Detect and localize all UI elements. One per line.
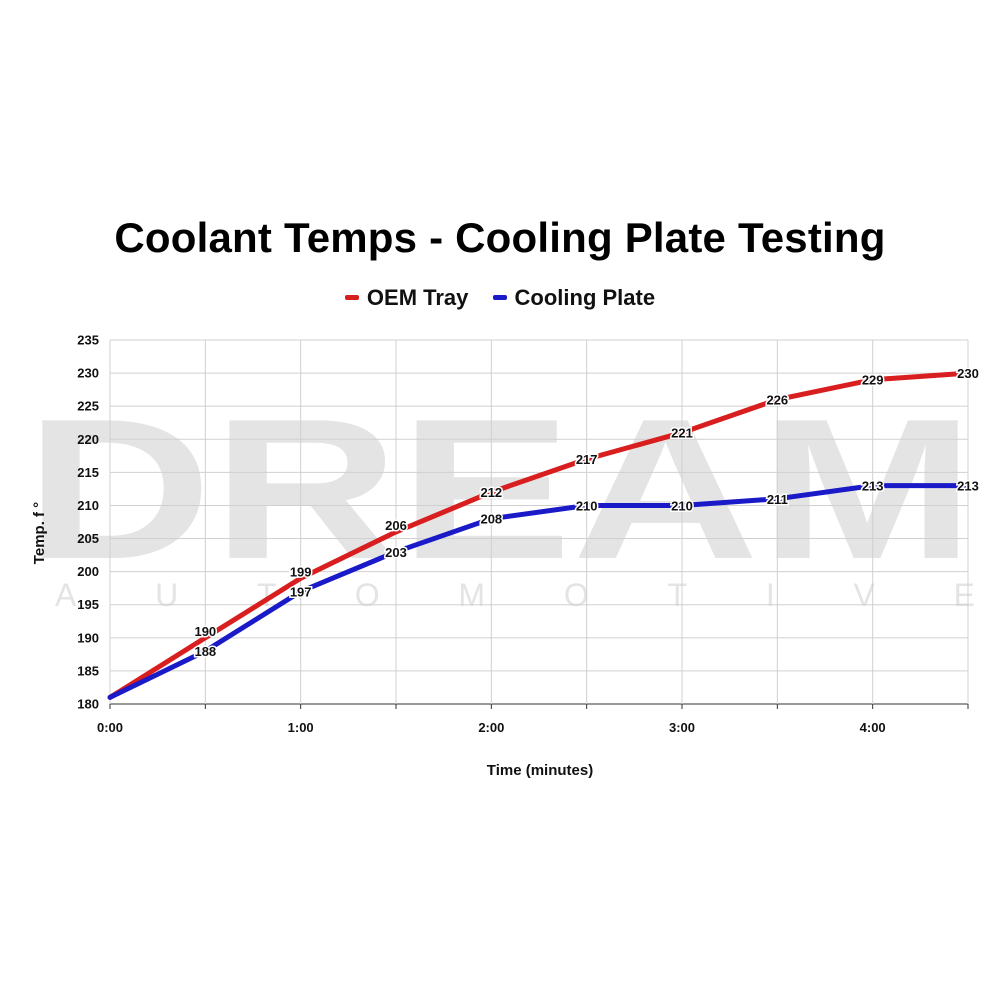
y-tick-label: 190: [77, 630, 99, 645]
data-label: 226: [766, 393, 788, 408]
y-tick-label: 200: [77, 564, 99, 579]
data-label: 210: [576, 498, 598, 513]
y-tick-label: 185: [77, 663, 99, 678]
data-label: 221: [671, 426, 693, 441]
legend-entry-oem-tray: OEM Tray: [344, 285, 469, 311]
data-label: 190: [194, 624, 216, 639]
y-tick-label: 210: [77, 498, 99, 513]
y-tick-label: 225: [77, 399, 99, 414]
data-label: 212: [480, 485, 502, 500]
grid: [109, 339, 969, 705]
data-label: 210: [671, 498, 693, 513]
series-lines: [107, 370, 971, 700]
legend-label-cooling-plate: Cooling Plate: [514, 285, 656, 310]
chart-title: Coolant Temps - Cooling Plate Testing: [114, 214, 886, 261]
y-tick-label: 180: [77, 697, 99, 712]
legend-swatch-cooling-plate: [492, 294, 507, 300]
data-label: 197: [290, 584, 312, 599]
data-label: 217: [576, 452, 598, 467]
y-axis-title: Temp. f °: [31, 502, 48, 564]
x-axis-title: Time (minutes): [487, 762, 593, 779]
data-label: 206: [385, 518, 407, 533]
legend-swatch-oem-tray: [344, 294, 359, 300]
data-label: 199: [290, 564, 312, 579]
legend-entry-cooling-plate: Cooling Plate: [492, 285, 656, 311]
y-tick-label: 220: [77, 432, 99, 447]
data-label: 230: [957, 366, 979, 381]
series-line-cooling-plate: [107, 483, 971, 700]
x-tick-label: 1:00: [288, 720, 314, 735]
y-tick-label: 230: [77, 366, 99, 381]
x-tick-label: 4:00: [860, 720, 886, 735]
data-label: 211: [767, 492, 788, 507]
data-label: 203: [385, 545, 407, 560]
legend-label-oem-tray: OEM Tray: [366, 285, 469, 310]
x-tick-label: 3:00: [669, 720, 695, 735]
y-tick-label: 205: [77, 531, 99, 546]
data-label: 229: [862, 373, 884, 388]
y-tick-label: 195: [77, 597, 99, 612]
data-label: 208: [480, 512, 502, 527]
legend: OEM Tray Cooling Plate: [0, 285, 1000, 311]
data-label: 213: [957, 479, 979, 494]
x-tick-label: 2:00: [478, 720, 504, 735]
y-tick-label: 215: [77, 465, 99, 480]
data-labels: 190 199 206 212 217 221 226 229 230 188 197 203 208 2…: [193, 365, 980, 661]
axes: 180 185 190 195 200 205 210 215 220 225 230 235 0:00…: [77, 333, 969, 735]
y-tick-label: 235: [77, 333, 99, 348]
x-tick-label: 0:00: [97, 720, 123, 735]
data-label: 188: [194, 644, 216, 659]
data-label: 213: [862, 479, 884, 494]
series-line-oem-tray: [107, 370, 971, 700]
